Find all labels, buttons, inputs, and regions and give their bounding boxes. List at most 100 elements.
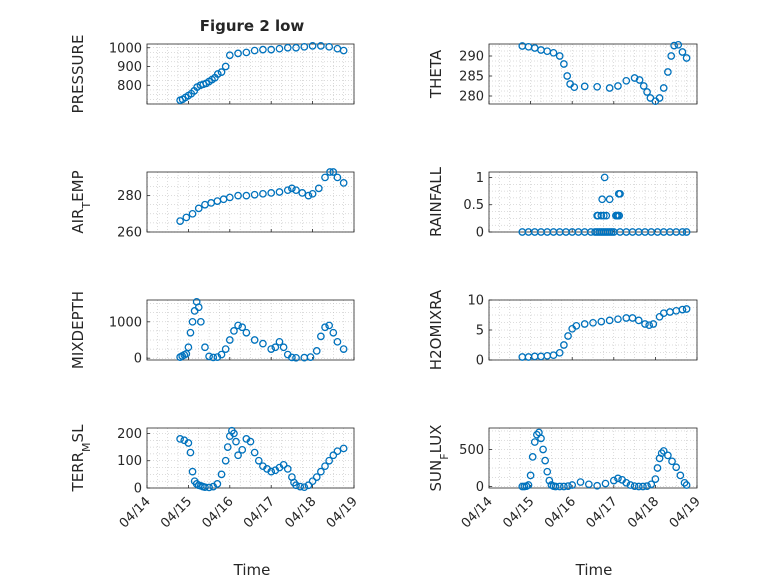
data-point-sun-flux xyxy=(539,445,547,454)
data-point-sun-flux xyxy=(601,479,610,488)
y-tick-label: 290 xyxy=(459,50,484,65)
data-point-theta xyxy=(655,94,664,102)
data-point-mixdepth xyxy=(242,328,251,337)
data-point-mixdepth xyxy=(306,353,315,361)
data-point-pressure xyxy=(275,44,284,53)
y-tick-label: 1 xyxy=(476,171,484,186)
data-point-sun-flux xyxy=(555,482,564,491)
data-point-mixdepth xyxy=(333,337,342,346)
x-tick-label: 04/14 xyxy=(117,494,154,531)
data-point-air-temp xyxy=(242,191,251,200)
data-point-terr-msl xyxy=(308,477,317,486)
data-point-sun-flux xyxy=(682,481,691,489)
data-point-sun-flux xyxy=(528,453,537,461)
axes-frame xyxy=(146,43,355,105)
data-point-h2omixra xyxy=(560,341,568,349)
data-point-mixdepth xyxy=(321,323,329,332)
data-point-terr-msl xyxy=(312,473,321,481)
data-point-air-temp xyxy=(314,184,323,193)
data-point-terr-msl xyxy=(304,481,313,490)
data-point-theta xyxy=(593,82,602,91)
data-point-air-temp xyxy=(298,189,307,197)
data-point-mixdepth xyxy=(250,336,259,344)
data-point-air-temp xyxy=(225,193,234,202)
data-point-sun-flux xyxy=(568,481,577,489)
data-point-terr-msl xyxy=(246,437,255,446)
data-point-theta xyxy=(659,84,668,92)
data-point-theta xyxy=(549,48,558,57)
data-point-h2omixra xyxy=(678,305,687,314)
data-point-terr-msl xyxy=(238,445,247,454)
data-point-pressure xyxy=(300,42,309,51)
data-point-sun-flux xyxy=(551,482,560,491)
subplot-theta: 280 285 290 THETA xyxy=(427,40,698,106)
y-tick-label: 285 xyxy=(459,70,484,85)
data-point-theta xyxy=(674,40,683,49)
data-point-terr-msl xyxy=(325,456,334,465)
data-point-mixdepth xyxy=(221,345,230,353)
data-point-terr-msl xyxy=(254,456,263,465)
data-point-mixdepth xyxy=(339,345,348,353)
data-point-terr-msl xyxy=(230,429,238,438)
data-point-mixdepth xyxy=(325,321,334,330)
data-point-sun-flux xyxy=(584,480,593,489)
y-tick-label: 5 xyxy=(476,324,484,339)
data-point-h2omixra xyxy=(564,332,572,340)
data-point-terr-msl xyxy=(184,439,193,447)
data-point-air-temp xyxy=(304,191,313,200)
data-point-pressure xyxy=(267,45,276,54)
y-tick-label: 280 xyxy=(459,90,484,105)
data-point-air-temp xyxy=(329,168,338,176)
data-point-mixdepth xyxy=(184,343,193,352)
y-tick-label: 0 xyxy=(134,352,142,367)
data-point-terr-msl xyxy=(283,465,292,473)
data-point-h2omixra xyxy=(580,320,589,328)
x-tick-label: 04/17 xyxy=(584,494,621,531)
data-point-terr-msl xyxy=(205,483,213,492)
data-point-rainfall xyxy=(602,211,611,220)
data-point-sun-flux xyxy=(526,471,535,480)
data-point-sun-flux xyxy=(626,481,635,489)
data-point-terr-msl xyxy=(267,467,276,476)
data-point-theta xyxy=(570,83,579,92)
x-tick-label: 04/19 xyxy=(667,494,704,531)
data-point-air-temp xyxy=(288,184,296,193)
data-point-sun-flux xyxy=(609,476,618,485)
data-point-h2omixra xyxy=(659,309,668,318)
data-point-sun-flux xyxy=(668,457,676,466)
y-axis-label: MIXDEPTH xyxy=(69,291,87,369)
data-point-air-temp xyxy=(219,195,228,204)
y-tick-label: 0 xyxy=(476,354,484,369)
data-point-pressure xyxy=(283,43,292,52)
data-point-mixdepth xyxy=(194,303,203,312)
data-point-h2omixra xyxy=(614,315,622,324)
data-point-air-temp xyxy=(194,204,203,213)
data-point-h2omixra xyxy=(597,317,606,326)
data-point-theta xyxy=(524,42,533,51)
data-point-theta xyxy=(555,52,564,60)
data-point-mixdepth xyxy=(230,327,238,335)
x-tick-label: 04/15 xyxy=(500,494,537,531)
x-tick-label: 04/17 xyxy=(241,494,278,531)
data-point-pressure xyxy=(317,42,325,50)
data-point-terr-msl xyxy=(321,462,329,471)
data-point-mixdepth xyxy=(317,332,325,341)
subplot-pressure: 800 900 1000 PRESSURE xyxy=(69,35,355,113)
data-point-pressure xyxy=(221,62,230,71)
data-point-mixdepth xyxy=(279,343,288,352)
data-point-mixdepth xyxy=(271,343,280,352)
axes-frame xyxy=(488,171,698,233)
data-point-rainfall xyxy=(597,211,606,220)
data-point-terr-msl xyxy=(188,467,197,476)
axes-frame xyxy=(146,299,355,361)
data-point-theta xyxy=(667,52,676,60)
data-point-mixdepth xyxy=(238,323,247,332)
data-point-terr-msl xyxy=(217,470,226,479)
data-point-theta xyxy=(678,48,687,56)
data-point-rainfall xyxy=(615,211,624,220)
data-point-terr-msl xyxy=(186,448,195,457)
x-tick-label: 04/18 xyxy=(625,494,662,531)
data-point-terr-msl xyxy=(223,443,232,451)
x-tick-label: 04/16 xyxy=(542,494,579,531)
data-point-sun-flux xyxy=(560,482,568,491)
